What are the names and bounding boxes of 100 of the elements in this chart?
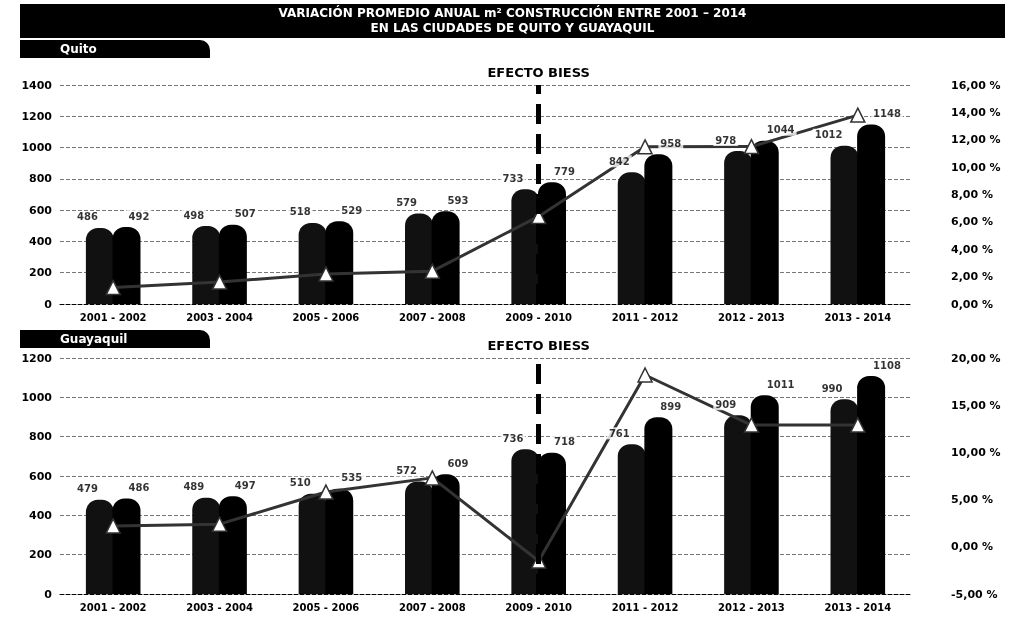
point — [318, 484, 334, 500]
data-label: 958 — [660, 137, 682, 149]
data-label: 842 — [608, 155, 630, 167]
data-label: 529 — [341, 204, 363, 216]
data-label: 492 — [128, 210, 150, 222]
y-tick-label: 1400 — [21, 78, 53, 92]
bar — [192, 226, 221, 304]
y-tick-label: 600 — [29, 469, 53, 483]
data-label: 518 — [289, 206, 311, 218]
data-label: 572 — [396, 465, 418, 477]
data-label: 899 — [660, 400, 682, 412]
data-label: 479 — [77, 483, 98, 495]
y2-tick-label: 6,00 % — [951, 215, 993, 229]
y2-tick-label: 10,00 % — [951, 160, 1001, 174]
point — [637, 139, 653, 155]
y-tick-label: 400 — [29, 508, 53, 522]
x-tick-label: 2001 - 2002 — [79, 311, 147, 323]
point — [424, 470, 441, 486]
y2-tick-label: -5,00 % — [951, 587, 998, 601]
y2-tick-label: 2,00 % — [951, 270, 993, 284]
bar — [724, 151, 753, 304]
data-label: 978 — [715, 134, 737, 146]
x-tick-label: 2007 - 2008 — [398, 601, 466, 613]
x-tick-label: 2009 - 2010 — [505, 311, 573, 323]
y-tick-label: 1000 — [21, 390, 53, 404]
bar — [85, 499, 114, 594]
point — [105, 518, 121, 534]
bar — [405, 213, 434, 304]
x-tick-label: 2003 - 2004 — [186, 311, 253, 323]
data-label: 779 — [553, 165, 575, 177]
y2-tick-label: 0,00 % — [951, 540, 993, 554]
data-label: 609 — [447, 457, 469, 469]
bar — [405, 481, 434, 594]
data-label: 497 — [234, 479, 256, 491]
x-tick-label: 2011 - 2012 — [611, 601, 679, 613]
bar — [617, 444, 646, 594]
data-label: 761 — [608, 427, 630, 439]
point — [211, 274, 228, 290]
y2-tick-label: 16,00 % — [951, 78, 1001, 92]
y-tick-label: 200 — [29, 266, 53, 280]
data-label: 486 — [128, 481, 150, 493]
chart-subtitle: Quito — [20, 40, 210, 58]
data-label: 1108 — [873, 359, 901, 371]
chart-subtitle: Guayaquil — [20, 330, 210, 348]
data-label: 1044 — [766, 124, 795, 136]
y2-tick-label: 4,00 % — [951, 242, 993, 256]
bar — [830, 145, 859, 304]
y-tick-label: 400 — [29, 234, 53, 248]
y-tick-label: 800 — [29, 172, 53, 186]
point — [850, 107, 866, 123]
x-tick-label: 2011 - 2012 — [611, 311, 679, 323]
bar — [724, 415, 753, 594]
bar — [617, 172, 646, 304]
data-label: 510 — [289, 477, 311, 489]
chart-title: VARIACIÓN PROMEDIO ANUAL m² CONSTRUCCIÓN ENTRE 2001 – 2014 EN LAS CIUDADES DE QUITO Y GUAYAQUIL — [20, 4, 1005, 38]
bar — [192, 497, 221, 594]
data-label: 733 — [502, 172, 524, 184]
x-tick-label: 2005 - 2006 — [292, 311, 360, 323]
bar — [85, 227, 114, 304]
x-tick-label: 2001 - 2002 — [79, 601, 147, 613]
y-tick-label: 1200 — [21, 351, 53, 365]
point — [318, 266, 334, 282]
data-label: 718 — [553, 436, 575, 448]
point — [105, 279, 121, 296]
y2-tick-label: 8,00 % — [951, 188, 993, 201]
x-tick-label: 2005 - 2006 — [292, 601, 360, 613]
y2-tick-label: 15,00 % — [951, 398, 1001, 412]
data-label: 736 — [502, 432, 524, 444]
y2-tick-label: 10,00 % — [951, 445, 1001, 459]
data-label: 498 — [183, 209, 205, 221]
x-tick-label: 2013 - 2014 — [824, 311, 892, 323]
y2-tick-label: 12,00 % — [951, 133, 1001, 147]
y-tick-label: 1000 — [21, 141, 53, 155]
y-tick-label: 200 — [29, 548, 53, 562]
point — [637, 367, 653, 383]
ref-line-label: EFECTO BIESS — [487, 338, 590, 353]
point — [743, 417, 760, 433]
point — [743, 138, 760, 155]
data-label: 489 — [183, 481, 205, 493]
x-tick-label: 2012 - 2013 — [718, 601, 785, 613]
x-tick-label: 2013 - 2014 — [824, 601, 892, 613]
point — [850, 417, 866, 433]
y-tick-label: 1200 — [21, 109, 53, 123]
data-label: 486 — [77, 211, 98, 223]
x-tick-label: 2009 - 2010 — [505, 601, 573, 613]
data-label: 593 — [447, 194, 469, 206]
y-tick-label: 600 — [29, 203, 53, 217]
y-tick-label: 800 — [29, 430, 53, 444]
data-label: 1012 — [814, 129, 843, 141]
data-label: 507 — [234, 208, 256, 220]
x-tick-label: 2003 - 2004 — [186, 601, 253, 613]
data-label: 909 — [715, 398, 737, 410]
y-tick-label: 0 — [44, 587, 53, 601]
data-label: 990 — [821, 382, 843, 394]
y-tick-label: 0 — [44, 297, 53, 311]
y2-tick-label: 20,00 % — [951, 351, 1001, 365]
data-label: 1148 — [873, 107, 901, 119]
data-label: 535 — [341, 472, 363, 484]
y2-tick-label: 14,00 % — [951, 105, 1001, 119]
x-tick-label: 2012 - 2013 — [718, 311, 785, 323]
